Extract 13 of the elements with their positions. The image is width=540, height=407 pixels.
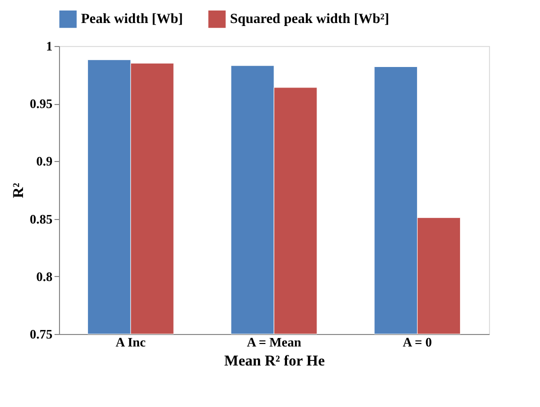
legend-label: Squared peak width [Wb²] (230, 12, 390, 28)
y-tick-label: 0.75 (30, 326, 53, 342)
y-tick-label: 1 (46, 38, 52, 54)
x-tick-label: A = 0 (402, 334, 432, 350)
x-axis-title: Mean R² for He (224, 354, 326, 370)
y-axis-title: R² (10, 182, 27, 198)
legend-label: Peak width [Wb] (81, 12, 183, 28)
y-tick-label: 0.8 (36, 268, 53, 284)
y-tick-label: 0.95 (30, 96, 53, 112)
y-tick-label: 0.85 (30, 211, 53, 226)
y-tick-label: 0.9 (36, 154, 53, 169)
x-tick-label: A Inc (116, 334, 146, 350)
x-tick-label: A = Mean (246, 334, 302, 350)
